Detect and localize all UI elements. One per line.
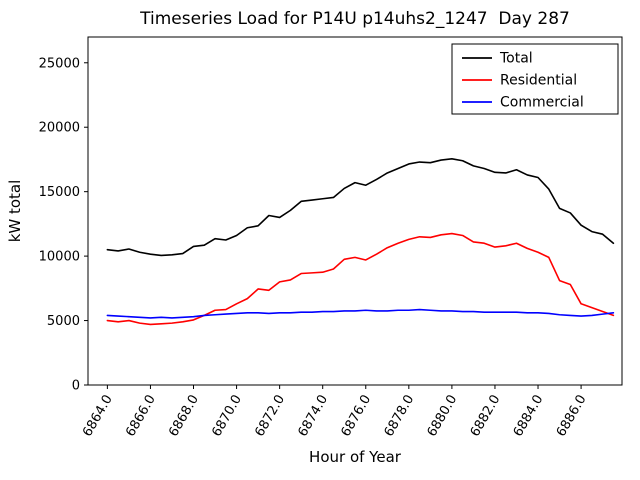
x-axis-label: Hour of Year [309, 448, 402, 466]
axes-frame [87, 36, 623, 386]
y-axis-label: kW total [6, 180, 24, 243]
x-tick-label: 6870.0 [209, 393, 245, 440]
y-tick-label: 0 [72, 379, 80, 394]
plot-content: 0 5000 10000 15000 20000 25000 6864.0 6866.0 686… [39, 36, 623, 440]
series-line-residential [106, 232, 615, 326]
legend-label-commercial: Commercial [500, 95, 584, 111]
y-tick-label: 25000 [39, 56, 80, 71]
legend: Total Residential Commercial [451, 43, 619, 115]
series-line-commercial [106, 308, 615, 319]
x-tick-label: 6864.0 [80, 393, 116, 440]
x-tick-label: 6878.0 [382, 393, 418, 440]
chart-title: Timeseries Load for P14U p14uhs2_1247 Da… [139, 9, 570, 29]
x-ticks: 6864.0 6866.0 6868.0 6870.0 6872.0 6874.0 6876… [80, 385, 590, 440]
y-tick-label: 20000 [39, 121, 80, 136]
legend-label-residential: Residential [500, 73, 577, 89]
x-tick-label: 6868.0 [166, 393, 202, 440]
x-tick-label: 6872.0 [252, 393, 288, 440]
y-tick-label: 5000 [47, 314, 80, 329]
legend-label-total: Total [499, 51, 533, 67]
x-tick-label: 6882.0 [468, 393, 504, 440]
x-tick-label: 6866.0 [123, 393, 159, 440]
x-tick-label: 6884.0 [511, 393, 547, 440]
x-tick-label: 6886.0 [554, 393, 590, 440]
x-tick-label: 6874.0 [295, 393, 331, 440]
series-line-total [106, 158, 615, 257]
x-tick-label: 6876.0 [338, 393, 374, 440]
y-tick-label: 10000 [39, 250, 80, 265]
y-ticks: 0 5000 10000 15000 20000 25000 [39, 56, 88, 394]
y-tick-label: 15000 [39, 185, 80, 200]
x-tick-label: 6880.0 [425, 393, 461, 440]
